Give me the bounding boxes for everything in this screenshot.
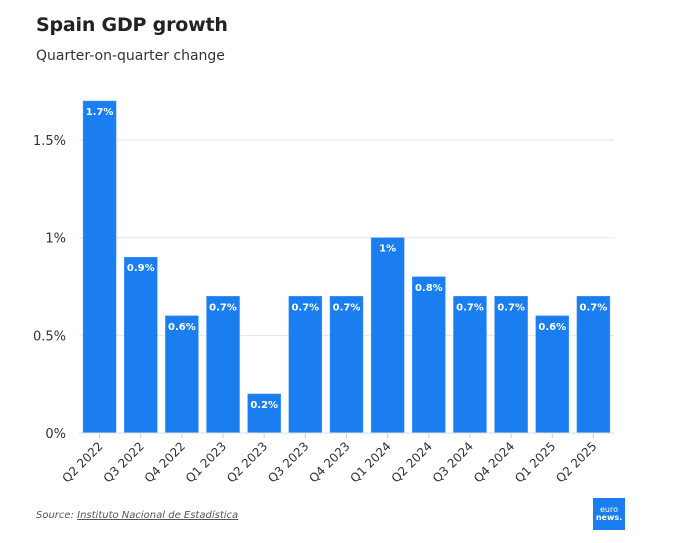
data-label: 0.6% xyxy=(538,322,566,333)
y-tick-label: 1% xyxy=(45,232,66,247)
data-label: 0.7% xyxy=(497,302,525,313)
y-tick-label: 0% xyxy=(45,427,66,442)
x-tick-label: Q1 2024 xyxy=(348,439,394,485)
data-label: 0.7% xyxy=(456,302,484,313)
data-label: 0.2% xyxy=(250,400,278,411)
x-tick-label: Q4 2024 xyxy=(471,439,517,485)
x-tick-label: Q2 2025 xyxy=(553,439,599,485)
euronews-logo: euro news. xyxy=(593,498,625,530)
logo-line-2: news. xyxy=(595,513,623,522)
bar xyxy=(206,296,240,434)
bar xyxy=(494,296,528,434)
bar xyxy=(165,315,199,434)
x-tick-label: Q3 2022 xyxy=(101,439,147,485)
bar xyxy=(412,276,446,434)
x-tick-label: Q4 2023 xyxy=(306,439,352,485)
logo-line-1: euro xyxy=(600,505,618,514)
bar xyxy=(123,256,158,434)
bar xyxy=(329,296,364,434)
bar xyxy=(82,100,117,434)
source-prefix: Source: xyxy=(36,510,78,521)
x-tick-label: Q2 2022 xyxy=(59,439,105,485)
source-note: Source: Instituto Nacional de Estadístic… xyxy=(36,510,238,521)
data-label: 1.7% xyxy=(86,107,114,118)
chart-subtitle: Quarter-on-quarter change xyxy=(36,48,225,64)
bar xyxy=(370,237,405,434)
bar xyxy=(453,296,487,434)
y-tick-label: 1.5% xyxy=(33,134,66,149)
bar xyxy=(576,296,611,434)
data-label: 0.9% xyxy=(127,263,155,274)
x-tick-label: Q3 2024 xyxy=(430,439,476,485)
bar xyxy=(288,296,323,434)
data-label: 0.8% xyxy=(415,283,443,294)
x-tick-label: Q1 2023 xyxy=(183,439,229,485)
data-label: 1% xyxy=(379,244,396,255)
x-tick-label: Q2 2023 xyxy=(224,439,270,485)
x-tick-label: Q2 2024 xyxy=(389,439,435,485)
x-tick-label: Q4 2022 xyxy=(142,439,188,485)
data-label: 0.7% xyxy=(580,302,608,313)
chart-title: Spain GDP growth xyxy=(36,14,228,36)
source-link[interactable]: Instituto Nacional de Estadística xyxy=(77,510,239,521)
data-label: 0.7% xyxy=(291,302,319,313)
bar xyxy=(247,393,281,434)
data-label: 0.7% xyxy=(209,302,237,313)
data-label: 0.7% xyxy=(333,302,361,313)
bar xyxy=(535,315,570,434)
x-tick-label: Q3 2023 xyxy=(265,439,311,485)
bar-chart: 0% 0.5% 1% 1.5% 1.7% Q2 2022 0.9% Q3 2022 0.6% Q4… xyxy=(33,100,614,485)
x-tick-label: Q1 2025 xyxy=(512,439,558,485)
y-tick-label: 0.5% xyxy=(33,329,66,344)
data-label: 0.6% xyxy=(168,322,196,333)
